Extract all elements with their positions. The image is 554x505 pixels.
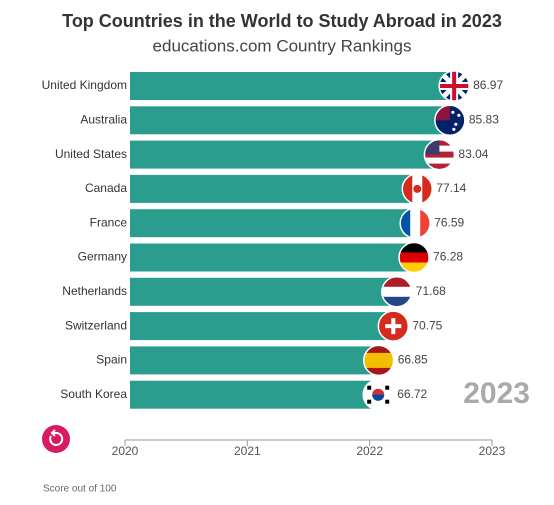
flag-detail — [372, 394, 385, 401]
flag-stripe — [400, 208, 411, 239]
category-label: France — [90, 215, 128, 229]
category-label: Canada — [85, 181, 127, 195]
bar — [130, 140, 442, 169]
bar — [130, 174, 420, 203]
flag — [439, 71, 470, 101]
flag-stripe — [363, 367, 394, 376]
flag-detail — [439, 71, 470, 101]
flag-stripe — [410, 208, 421, 239]
flag-detail — [451, 110, 455, 114]
bar — [130, 312, 396, 341]
timeline-tick-label: 2023 — [479, 444, 506, 458]
flag — [378, 311, 409, 342]
flag-detail — [367, 399, 372, 404]
bar — [130, 72, 457, 100]
bar — [130, 106, 452, 135]
value-label: 70.75 — [412, 318, 442, 332]
flag-stripe — [363, 352, 394, 361]
flag — [381, 276, 412, 307]
footnote: Score out of 100 — [43, 484, 117, 495]
category-label: Spain — [96, 353, 127, 367]
category-label: South Korea — [60, 387, 127, 401]
value-label: 71.68 — [416, 284, 446, 298]
flag — [363, 345, 394, 376]
flag-stripe — [402, 173, 413, 204]
flag — [402, 173, 433, 204]
flag-detail — [452, 127, 456, 131]
category-label: United States — [55, 147, 127, 161]
chart-title: Top Countries in the World to Study Abro… — [62, 11, 502, 31]
flag-stripe — [399, 252, 430, 263]
flag-border — [401, 173, 434, 205]
flag-stripe — [363, 345, 394, 354]
flag-border — [362, 344, 395, 377]
flag — [434, 105, 465, 136]
flag — [400, 208, 431, 239]
flag-stripe — [381, 276, 412, 288]
flag-stripe — [363, 360, 394, 369]
flag-border — [381, 276, 413, 308]
flag — [363, 379, 394, 410]
value-label: 66.72 — [397, 387, 427, 401]
bar — [130, 346, 381, 375]
value-label: 76.28 — [433, 250, 463, 264]
flag-border — [438, 70, 470, 102]
replay-circle[interactable] — [42, 425, 70, 453]
value-label: 83.04 — [458, 147, 488, 161]
year-label: 2023 — [463, 377, 530, 410]
flag-detail — [457, 113, 461, 117]
flag-stripe — [399, 262, 430, 273]
flag-detail — [454, 122, 458, 126]
flag-detail — [367, 385, 372, 390]
bar — [130, 209, 418, 238]
timeline-tick-label: 2020 — [112, 444, 139, 458]
category-label: Switzerland — [65, 318, 127, 332]
flag — [399, 242, 430, 273]
flag-detail — [385, 385, 390, 390]
flag-border — [434, 104, 466, 137]
flag-detail — [385, 399, 390, 404]
bar — [130, 243, 417, 272]
timeline-tick-label: 2021 — [234, 444, 261, 458]
category-label: United Kingdom — [42, 78, 127, 92]
flag-stripe — [424, 163, 455, 170]
flag-detail — [385, 318, 402, 335]
bar — [130, 380, 381, 409]
bar — [130, 277, 399, 306]
timeline-tick-label: 2022 — [356, 444, 383, 458]
flag-border — [362, 378, 394, 411]
category-label: Australia — [80, 112, 127, 126]
value-label: 76.59 — [434, 215, 464, 229]
category-label: Germany — [78, 250, 127, 264]
flag-border — [399, 207, 431, 239]
flag-stripe — [424, 151, 455, 159]
flag-stripe — [381, 286, 412, 298]
value-label: 86.97 — [473, 78, 503, 92]
flag-stripe — [399, 242, 430, 253]
flag-stripe — [424, 157, 455, 165]
value-label: 77.14 — [436, 181, 466, 195]
category-label: Netherlands — [62, 284, 127, 298]
replay-icon[interactable] — [49, 429, 64, 446]
flag-stripe — [422, 173, 433, 204]
flag-border — [398, 241, 430, 274]
value-label: 66.85 — [398, 353, 428, 367]
chart-subtitle: educations.com Country Rankings — [153, 36, 412, 55]
value-label: 85.83 — [469, 112, 499, 126]
replay-button[interactable] — [42, 425, 70, 453]
flag-border — [377, 310, 410, 342]
flag-detail — [413, 184, 422, 193]
flag-stripe — [420, 208, 431, 239]
flag-stripe — [381, 296, 412, 307]
flag-border — [423, 138, 456, 171]
